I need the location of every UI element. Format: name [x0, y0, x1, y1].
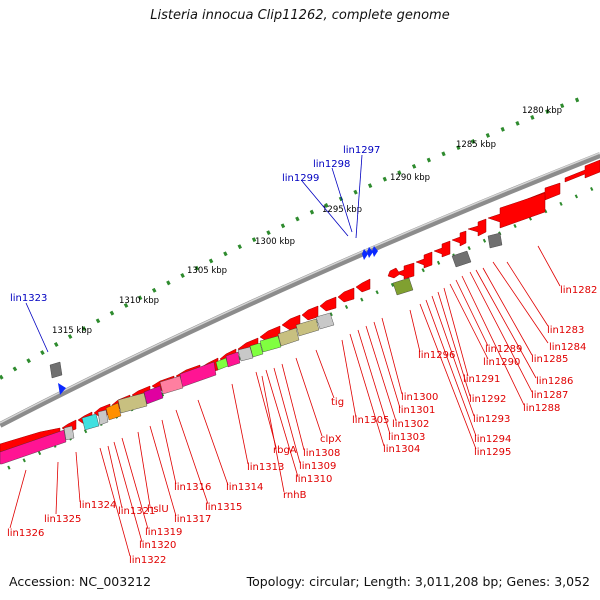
gene-lin1299	[362, 249, 368, 260]
label-lin1301[interactable]: lin1301	[398, 405, 435, 416]
ruler-label-1315: 1315 kbp	[52, 326, 92, 336]
ruler-label-1295: 1295 kbp	[322, 205, 362, 215]
ruler-label-1300: 1300 kbp	[255, 237, 295, 247]
genome-backbone	[0, 152, 600, 428]
label-lin1291[interactable]: lin1291	[463, 374, 500, 385]
forward-labels: lin1297 lin1298 lin1299 lin1323	[10, 145, 380, 304]
gene-lin1298	[367, 247, 373, 258]
label-lin1304[interactable]: lin1304	[383, 444, 420, 455]
label-lin1283[interactable]: lin1283	[547, 325, 584, 336]
label-lin1298[interactable]: lin1298	[313, 159, 350, 170]
label-lin1322[interactable]: lin1322	[129, 555, 166, 566]
gene-lin1297	[372, 246, 378, 257]
label-lin1325[interactable]: lin1325	[44, 514, 81, 525]
label-lin1289[interactable]: lin1289	[485, 344, 522, 355]
label-rbgA[interactable]: rbgA	[273, 445, 297, 456]
ruler-label-1290: 1290 kbp	[390, 173, 430, 183]
label-lin1309[interactable]: lin1309	[299, 461, 336, 472]
label-lin1305[interactable]: lin1305	[352, 415, 389, 426]
ruler-label-1305: 1305 kbp	[187, 266, 227, 276]
ruler-label-1280: 1280 kbp	[522, 106, 562, 116]
label-rnhB[interactable]: rnhB	[283, 490, 307, 501]
label-lin1282[interactable]: lin1282	[560, 285, 597, 296]
label-lin1319[interactable]: lin1319	[145, 527, 182, 538]
reverse-labels: lin1282 lin1283 lin1284 lin1285 lin1286 …	[7, 285, 597, 566]
label-lin1294[interactable]: lin1294	[474, 434, 511, 445]
label-lin1290[interactable]: lin1290	[483, 357, 520, 368]
label-lin1317[interactable]: lin1317	[174, 514, 211, 525]
label-lin1302[interactable]: lin1302	[392, 419, 429, 430]
label-lin1299[interactable]: lin1299	[282, 173, 319, 184]
label-lin1310[interactable]: lin1310	[295, 474, 332, 485]
cog-gene-track	[0, 232, 503, 465]
reverse-label-leaders	[9, 245, 561, 557]
label-lin1286[interactable]: lin1286	[536, 376, 573, 387]
label-lin1314[interactable]: lin1314	[226, 482, 263, 493]
label-hslU[interactable]: hslU	[147, 504, 169, 515]
label-lin1296[interactable]: lin1296	[418, 350, 455, 361]
label-lin1295[interactable]: lin1295	[474, 447, 511, 458]
ruler-label-1310: 1310 kbp	[119, 296, 159, 306]
label-lin1300[interactable]: lin1300	[401, 392, 438, 403]
label-lin1303[interactable]: lin1303	[388, 432, 425, 443]
reverse-gene-track	[0, 159, 600, 453]
label-lin1321[interactable]: lin1321	[118, 506, 155, 517]
map-title: Listeria innocua Clip11262, complete gen…	[150, 8, 450, 23]
label-tig[interactable]: tig	[331, 397, 344, 408]
forward-genes	[58, 246, 378, 395]
label-lin1313[interactable]: lin1313	[247, 462, 284, 473]
gene-lin1323	[58, 383, 66, 395]
label-lin1292[interactable]: lin1292	[469, 394, 506, 405]
label-lin1324[interactable]: lin1324	[79, 500, 116, 511]
label-lin1285[interactable]: lin1285	[531, 354, 568, 365]
lower-ticks	[7, 183, 600, 470]
label-lin1320[interactable]: lin1320	[139, 540, 176, 551]
topology-text: Topology: circular; Length: 3,011,208 bp…	[246, 574, 590, 589]
ruler: 1280 kbp 1285 kbp 1290 kbp 1295 kbp 1300…	[0, 93, 591, 380]
label-lin1326[interactable]: lin1326	[7, 528, 44, 539]
label-lin1315[interactable]: lin1315	[205, 502, 242, 513]
label-lin1293[interactable]: lin1293	[473, 414, 510, 425]
label-lin1316[interactable]: lin1316	[174, 482, 211, 493]
ruler-label-1285: 1285 kbp	[456, 140, 496, 150]
label-lin1284[interactable]: lin1284	[549, 342, 586, 353]
label-lin1288[interactable]: lin1288	[523, 403, 560, 414]
label-lin1287[interactable]: lin1287	[531, 390, 568, 401]
label-clpX[interactable]: clpX	[320, 434, 342, 445]
forward-label-leaders	[25, 154, 363, 353]
accession-text: Accession: NC_003212	[9, 574, 152, 589]
label-lin1308[interactable]: lin1308	[303, 448, 340, 459]
label-lin1323[interactable]: lin1323	[10, 293, 47, 304]
label-lin1297[interactable]: lin1297	[343, 145, 380, 156]
